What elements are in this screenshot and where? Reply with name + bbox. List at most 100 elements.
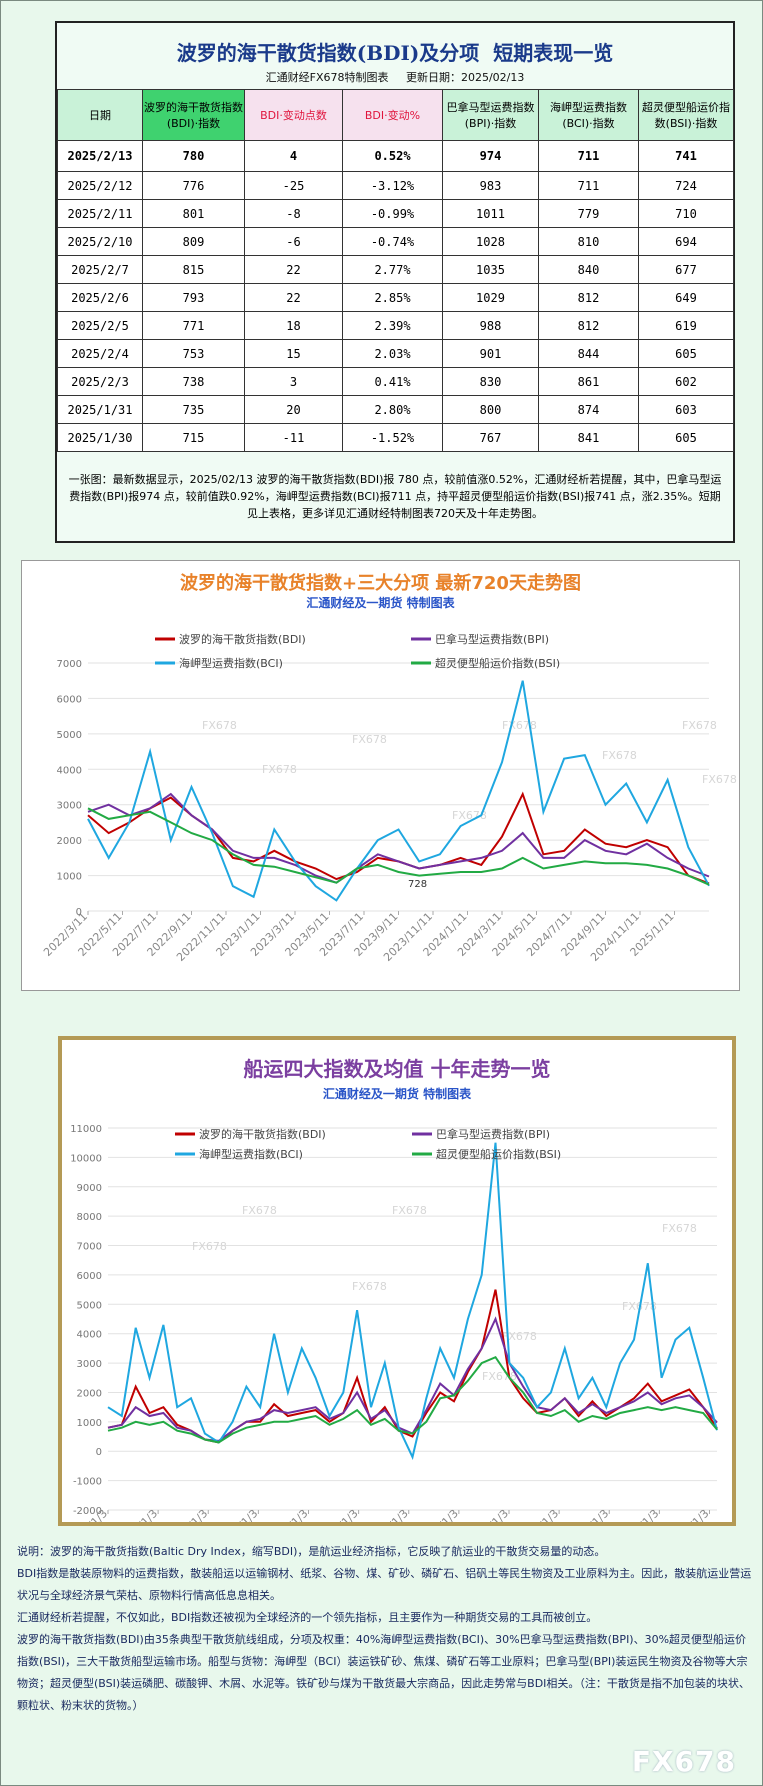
table-cell: 841 bbox=[538, 423, 639, 452]
table-cell: -25 bbox=[244, 171, 343, 200]
watermark: FX678 bbox=[242, 1204, 277, 1217]
table-cell: 18 bbox=[244, 311, 343, 340]
table-cell: -3.12% bbox=[342, 171, 443, 200]
series-line bbox=[107, 1142, 718, 1461]
notes: 说明：波罗的海干散货指数(Baltic Dry Index，缩写BDI)，是航运… bbox=[17, 1541, 752, 1717]
table-row: 2025/2/5 771 18 2.39% 988 812 619 bbox=[57, 311, 734, 340]
note-paragraph: 说明：波罗的海干散货指数(Baltic Dry Index，缩写BDI)，是航运… bbox=[17, 1545, 606, 1558]
column-header: 海岬型运费指数(BCI)·指数 bbox=[538, 89, 639, 141]
table-row: 2025/2/10 809 -6 -0.74% 1028 810 694 bbox=[57, 227, 734, 256]
watermark: FX678 bbox=[352, 1280, 387, 1293]
table-panel: 波罗的海干散货指数(BDI)及分项 短期表现一览 汇通财经FX678特制图表 更… bbox=[55, 21, 735, 543]
table-cell: 711 bbox=[538, 171, 639, 200]
annotation: 728 bbox=[408, 879, 427, 890]
table-cell: 22 bbox=[244, 283, 343, 312]
table-row: 2025/2/6 793 22 2.85% 1029 812 649 bbox=[57, 283, 734, 312]
table-cell: 2.77% bbox=[342, 255, 443, 284]
column-header: 波罗的海干散货指数(BDI)·指数 bbox=[142, 89, 245, 141]
table-cell: 780 bbox=[142, 140, 245, 172]
table-title: 波罗的海干散货指数(BDI)及分项 短期表现一览 bbox=[176, 41, 614, 65]
watermark: FX678 bbox=[502, 1330, 537, 1343]
table-row: 2025/1/31 735 20 2.80% 800 874 603 bbox=[57, 395, 734, 424]
legend-label: 海岬型运费指数(BCI) bbox=[199, 1147, 303, 1161]
column-header: BDI·变动点数 bbox=[244, 89, 343, 141]
table-cell: 0.41% bbox=[342, 367, 443, 396]
table-cell: 605 bbox=[638, 339, 734, 368]
chart-title: 波罗的海干散货指数+三大分项 最新720天走势图 bbox=[180, 572, 581, 594]
table-cell: 710 bbox=[638, 199, 734, 228]
table-cell: 983 bbox=[442, 171, 539, 200]
table-cell: 2025/2/3 bbox=[57, 367, 143, 396]
column-header: 超灵便型船运价指数(BSI)·指数 bbox=[638, 89, 734, 141]
table-cell: -0.99% bbox=[342, 199, 443, 228]
table-row: 2025/1/30 715 -11 -1.52% 767 841 605 bbox=[57, 423, 734, 452]
table-cell: 901 bbox=[442, 339, 539, 368]
y-tick-label: 10000 bbox=[70, 1153, 102, 1164]
legend-label: 波罗的海干散货指数(BDI) bbox=[179, 632, 306, 646]
watermark: FX678 bbox=[502, 719, 537, 732]
table-cell: 735 bbox=[142, 395, 245, 424]
series-line bbox=[87, 807, 710, 886]
y-tick-label: 2000 bbox=[57, 836, 82, 847]
watermark: FX678 bbox=[631, 1745, 736, 1778]
table-cell: 694 bbox=[638, 227, 734, 256]
table-cell: 830 bbox=[442, 367, 539, 396]
y-tick-label: 1000 bbox=[77, 1418, 102, 1429]
watermark: FX678 bbox=[262, 763, 297, 776]
table-cell: -1.52% bbox=[342, 423, 443, 452]
table-cell: 2.85% bbox=[342, 283, 443, 312]
table-cell: -8 bbox=[244, 199, 343, 228]
table-cell: 2.03% bbox=[342, 339, 443, 368]
table-cell: 22 bbox=[244, 255, 343, 284]
table-cell: 2025/2/7 bbox=[57, 255, 143, 284]
series-line bbox=[107, 1316, 718, 1442]
table-cell: 724 bbox=[638, 171, 734, 200]
note-paragraph: 汇通财经析若提醒，不仅如此，BDI指数还被视为全球经济的一个领先指标，且主要作为… bbox=[17, 1611, 598, 1624]
chart-subtitle: 汇通财经及一期货 特制图表 bbox=[323, 1086, 472, 1101]
watermark: FX678 bbox=[682, 719, 717, 732]
column-header: 日期 bbox=[57, 89, 143, 141]
table-cell: 874 bbox=[538, 395, 639, 424]
y-tick-label: 8000 bbox=[77, 1212, 102, 1223]
y-tick-label: 4000 bbox=[77, 1330, 102, 1341]
y-tick-label: 0 bbox=[76, 907, 82, 918]
table-cell: 2025/2/10 bbox=[57, 227, 143, 256]
table-cell: 649 bbox=[638, 283, 734, 312]
table-cell: 711 bbox=[538, 140, 639, 172]
table-cell: 812 bbox=[538, 283, 639, 312]
table-cell: 988 bbox=[442, 311, 539, 340]
table-row: 2025/2/4 753 15 2.03% 901 844 605 bbox=[57, 339, 734, 368]
column-header: BDI·变动% bbox=[342, 89, 443, 141]
legend-label: 巴拿马型运费指数(BPI) bbox=[435, 632, 549, 646]
y-tick-label: 3000 bbox=[77, 1359, 102, 1370]
table-cell: 2025/2/13 bbox=[57, 140, 143, 172]
table-cell: 1011 bbox=[442, 199, 539, 228]
table-cell: 1035 bbox=[442, 255, 539, 284]
table-cell: 2.39% bbox=[342, 311, 443, 340]
legend-label: 超灵便型船运价指数(BSI) bbox=[435, 656, 560, 670]
y-tick-label: -1000 bbox=[73, 1477, 102, 1488]
table-row: 2025/2/3 738 3 0.41% 830 861 602 bbox=[57, 367, 734, 396]
table-cell: 4 bbox=[244, 140, 343, 172]
table-cell: 779 bbox=[538, 199, 639, 228]
note-paragraph: BDI指数是散装原物料的运费指数，散装船运以运输钢材、纸浆、谷物、煤、矿砂、磷矿… bbox=[17, 1567, 752, 1602]
table-cell: 3 bbox=[244, 367, 343, 396]
table-cell: 776 bbox=[142, 171, 245, 200]
table-cell: 2025/2/11 bbox=[57, 199, 143, 228]
table-cell: 810 bbox=[538, 227, 639, 256]
y-tick-label: -2000 bbox=[73, 1506, 102, 1517]
table-cell: 2025/2/4 bbox=[57, 339, 143, 368]
table-cell: 15 bbox=[244, 339, 343, 368]
table-cell: 2.80% bbox=[342, 395, 443, 424]
y-tick-label: 2000 bbox=[77, 1388, 102, 1399]
table-cell: 1028 bbox=[442, 227, 539, 256]
watermark: FX678 bbox=[192, 1240, 227, 1253]
watermark: FX678 bbox=[452, 809, 487, 822]
chart-subtitle: 汇通财经及一期货 特制图表 bbox=[306, 595, 455, 610]
legend-label: 超灵便型船运价指数(BSI) bbox=[436, 1147, 561, 1161]
watermark: FX678 bbox=[352, 733, 387, 746]
y-tick-label: 6000 bbox=[57, 694, 82, 705]
note-paragraph: 波罗的海干散货指数(BDI)由35条典型干散货航线组成，分项及权重：40%海岬型… bbox=[17, 1633, 750, 1712]
summary: 一张图：最新数据显示，2025/02/13 波罗的海干散货指数(BDI)报 78… bbox=[68, 473, 722, 520]
y-tick-label: 3000 bbox=[57, 801, 82, 812]
